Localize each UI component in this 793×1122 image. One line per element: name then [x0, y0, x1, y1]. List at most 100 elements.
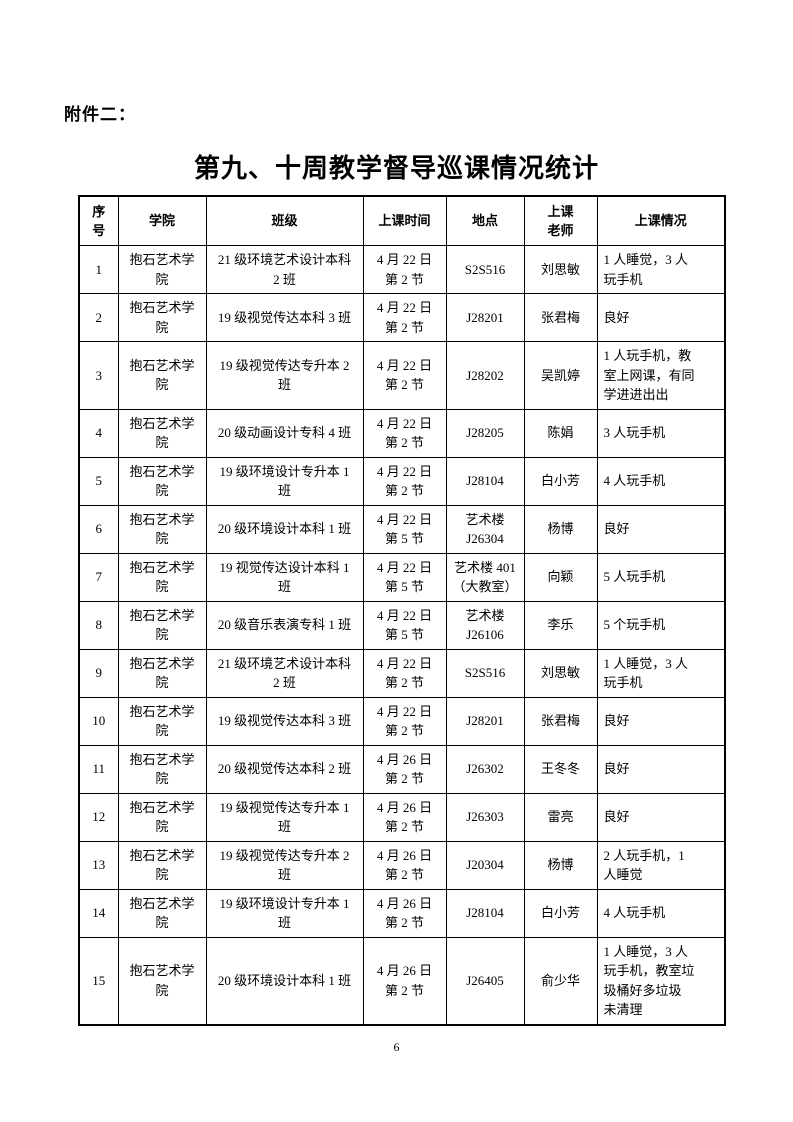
cell-college: 抱石艺术学 院 [117, 504, 207, 554]
table-row: 7 抱石艺术学 院 19 视觉传达设计本科 1 班 4 月 22 日 第 5 节… [78, 552, 726, 602]
cell-situation: 良好 [596, 504, 726, 554]
cell-teacher: 王冬冬 [523, 744, 598, 794]
cell-teacher: 白小芳 [523, 888, 598, 938]
cell-no: 13 [78, 840, 119, 890]
cell-location: 艺术楼 J26106 [445, 600, 525, 650]
cell-location: J28205 [445, 408, 525, 458]
cell-time: 4 月 22 日 第 2 节 [362, 648, 447, 698]
cell-situation: 5 个玩手机 [596, 600, 726, 650]
cell-situation: 3 人玩手机 [596, 408, 726, 458]
table-row: 8 抱石艺术学 院 20 级音乐表演专科 1 班 4 月 22 日 第 5 节 … [78, 600, 726, 650]
cell-class: 19 级视觉传达专升本 2 班 [205, 840, 364, 890]
page-title: 第九、十周教学督导巡课情况统计 [193, 153, 599, 183]
header-teacher: 上课 老师 [523, 195, 598, 246]
table-row: 14 抱石艺术学 院 19 级环境设计专升本 1 班 4 月 26 日 第 2 … [78, 888, 726, 938]
cell-class: 19 级视觉传达专升本 1 班 [205, 792, 364, 842]
cell-location: J28202 [445, 341, 525, 410]
cell-no: 1 [78, 245, 119, 294]
cell-situation: 良好 [596, 696, 726, 746]
cell-college: 抱石艺术学 院 [117, 840, 207, 890]
cell-class: 20 级环境设计本科 1 班 [205, 504, 364, 554]
cell-situation: 良好 [596, 744, 726, 794]
cell-no: 4 [78, 408, 119, 458]
cell-class: 21 级环境艺术设计本科 2 班 [205, 648, 364, 698]
cell-college: 抱石艺术学 院 [117, 744, 207, 794]
cell-no: 10 [78, 696, 119, 746]
cell-no: 6 [78, 504, 119, 554]
cell-situation: 1 人睡觉，3 人 玩手机 [596, 245, 726, 294]
cell-college: 抱石艺术学 院 [117, 792, 207, 842]
cell-class: 20 级动画设计专科 4 班 [205, 408, 364, 458]
table-row: 1 抱石艺术学 院 21 级环境艺术设计本科 2 班 4 月 22 日 第 2 … [78, 245, 726, 294]
cell-class: 19 级环境设计专升本 1 班 [205, 888, 364, 938]
cell-college: 抱石艺术学 院 [117, 696, 207, 746]
page-number: 6 [393, 1040, 400, 1054]
cell-class: 19 级视觉传达专升本 2 班 [205, 341, 364, 410]
cell-time: 4 月 22 日 第 2 节 [362, 245, 447, 294]
cell-no: 11 [78, 744, 119, 794]
cell-teacher: 吴凯婷 [523, 341, 598, 410]
cell-class: 19 级视觉传达本科 3 班 [205, 293, 364, 342]
header-location: 地点 [445, 195, 525, 246]
table-header: 序 号 学院 班级 上课时间 地点 上课 老师 上课情况 [78, 195, 726, 246]
cell-college: 抱石艺术学 院 [117, 293, 207, 342]
table-row: 9 抱石艺术学 院 21 级环境艺术设计本科 2 班 4 月 22 日 第 2 … [78, 648, 726, 698]
cell-situation: 4 人玩手机 [596, 888, 726, 938]
cell-time: 4 月 26 日 第 2 节 [362, 936, 447, 1025]
cell-location: J28104 [445, 888, 525, 938]
cell-teacher: 向颖 [523, 552, 598, 602]
cell-teacher: 刘思敏 [523, 648, 598, 698]
cell-teacher: 杨博 [523, 504, 598, 554]
cell-location: J26405 [445, 936, 525, 1025]
cell-location: J26303 [445, 792, 525, 842]
header-college: 学院 [117, 195, 207, 246]
cell-college: 抱石艺术学 院 [117, 648, 207, 698]
table-row: 4 抱石艺术学 院 20 级动画设计专科 4 班 4 月 22 日 第 2 节 … [78, 408, 726, 458]
cell-teacher: 陈娟 [523, 408, 598, 458]
cell-college: 抱石艺术学 院 [117, 408, 207, 458]
table-body: 1 抱石艺术学 院 21 级环境艺术设计本科 2 班 4 月 22 日 第 2 … [78, 245, 726, 1025]
header-no: 序 号 [78, 195, 119, 246]
cell-no: 8 [78, 600, 119, 650]
cell-location: S2S516 [445, 648, 525, 698]
cell-teacher: 刘思敏 [523, 245, 598, 294]
cell-no: 12 [78, 792, 119, 842]
cell-time: 4 月 22 日 第 5 节 [362, 504, 447, 554]
table-row: 10 抱石艺术学 院 19 级视觉传达本科 3 班 4 月 22 日 第 2 节… [78, 696, 726, 746]
cell-time: 4 月 26 日 第 2 节 [362, 744, 447, 794]
cell-time: 4 月 26 日 第 2 节 [362, 792, 447, 842]
header-row: 序 号 学院 班级 上课时间 地点 上课 老师 上课情况 [78, 195, 726, 246]
cell-situation: 良好 [596, 792, 726, 842]
cell-situation: 5 人玩手机 [596, 552, 726, 602]
table-row: 12 抱石艺术学 院 19 级视觉传达专升本 1 班 4 月 26 日 第 2 … [78, 792, 726, 842]
cell-no: 7 [78, 552, 119, 602]
cell-time: 4 月 22 日 第 2 节 [362, 293, 447, 342]
cell-teacher: 俞少华 [523, 936, 598, 1025]
cell-location: S2S516 [445, 245, 525, 294]
cell-no: 9 [78, 648, 119, 698]
cell-location: J26302 [445, 744, 525, 794]
cell-time: 4 月 22 日 第 2 节 [362, 408, 447, 458]
cell-situation: 1 人睡觉，3 人 玩手机，教室垃 圾桶好多垃圾 未清理 [596, 936, 726, 1025]
cell-college: 抱石艺术学 院 [117, 888, 207, 938]
cell-situation: 4 人玩手机 [596, 456, 726, 506]
table-row: 13 抱石艺术学 院 19 级视觉传达专升本 2 班 4 月 26 日 第 2 … [78, 840, 726, 890]
cell-college: 抱石艺术学 院 [117, 600, 207, 650]
cell-location: J28201 [445, 293, 525, 342]
cell-class: 19 视觉传达设计本科 1 班 [205, 552, 364, 602]
cell-time: 4 月 22 日 第 2 节 [362, 341, 447, 410]
cell-teacher: 张君梅 [523, 293, 598, 342]
cell-time: 4 月 26 日 第 2 节 [362, 840, 447, 890]
cell-class: 20 级音乐表演专科 1 班 [205, 600, 364, 650]
inspection-table: 序 号 学院 班级 上课时间 地点 上课 老师 上课情况 1 抱石艺术学 院 2… [78, 195, 726, 1026]
table-row: 11 抱石艺术学 院 20 级视觉传达本科 2 班 4 月 26 日 第 2 节… [78, 744, 726, 794]
cell-location: J28104 [445, 456, 525, 506]
cell-college: 抱石艺术学 院 [117, 245, 207, 294]
cell-teacher: 雷亮 [523, 792, 598, 842]
cell-location: J28201 [445, 696, 525, 746]
table-row: 6 抱石艺术学 院 20 级环境设计本科 1 班 4 月 22 日 第 5 节 … [78, 504, 726, 554]
cell-situation: 良好 [596, 293, 726, 342]
cell-no: 15 [78, 936, 119, 1025]
table-row: 15 抱石艺术学 院 20 级环境设计本科 1 班 4 月 26 日 第 2 节… [78, 936, 726, 1025]
cell-no: 3 [78, 341, 119, 410]
